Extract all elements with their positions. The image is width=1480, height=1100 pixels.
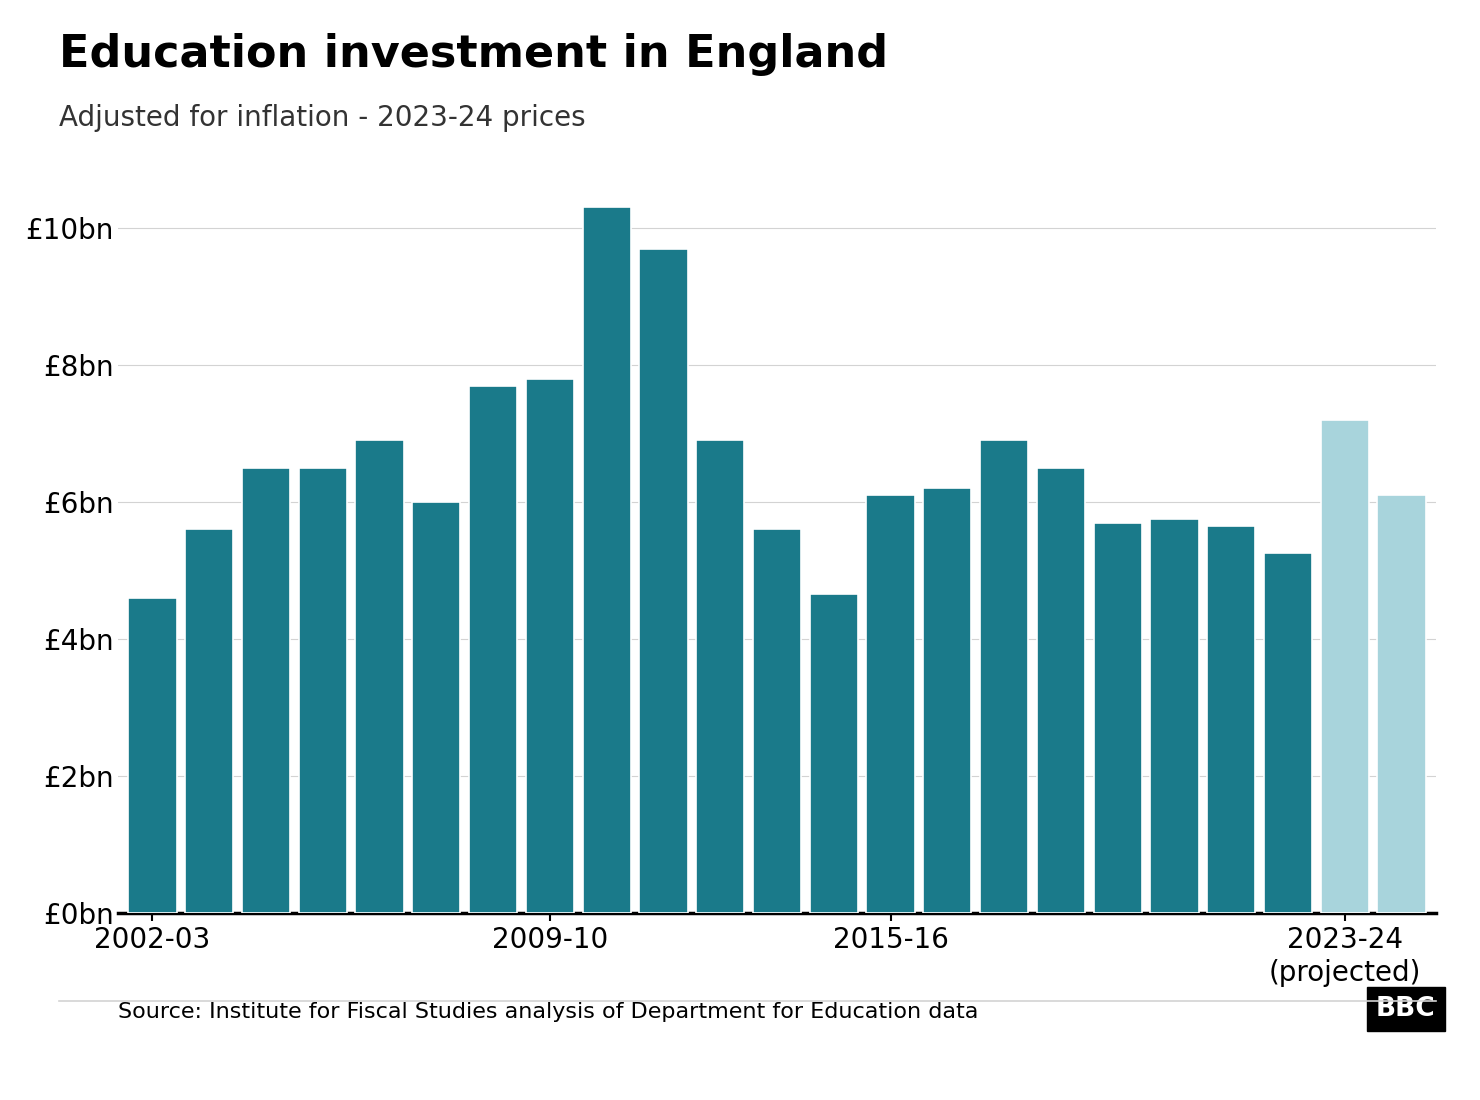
Bar bbox=[469, 385, 517, 913]
Text: Source: Institute for Fiscal Studies analysis of Department for Education data: Source: Institute for Fiscal Studies ana… bbox=[118, 1002, 978, 1022]
Bar bbox=[241, 468, 290, 913]
Bar bbox=[980, 440, 1029, 913]
Bar bbox=[753, 529, 801, 913]
Text: BBC: BBC bbox=[1376, 997, 1436, 1022]
Bar bbox=[639, 249, 688, 913]
Bar bbox=[924, 488, 971, 913]
Bar bbox=[810, 594, 858, 913]
Bar bbox=[1378, 495, 1425, 913]
Bar bbox=[1037, 468, 1085, 913]
Bar bbox=[866, 495, 915, 913]
Bar bbox=[525, 378, 574, 913]
Bar bbox=[696, 440, 744, 913]
Bar bbox=[583, 208, 630, 913]
Text: Education investment in England: Education investment in England bbox=[59, 33, 888, 76]
Bar bbox=[355, 440, 404, 913]
Bar bbox=[129, 598, 176, 913]
Bar bbox=[1150, 519, 1199, 913]
Text: Adjusted for inflation - 2023-24 prices: Adjusted for inflation - 2023-24 prices bbox=[59, 104, 586, 132]
Bar bbox=[413, 502, 460, 913]
Bar bbox=[1264, 553, 1313, 913]
Bar bbox=[1094, 522, 1141, 913]
Bar bbox=[1320, 420, 1369, 913]
Bar bbox=[1208, 526, 1255, 913]
Bar bbox=[299, 468, 346, 913]
Bar bbox=[185, 529, 234, 913]
